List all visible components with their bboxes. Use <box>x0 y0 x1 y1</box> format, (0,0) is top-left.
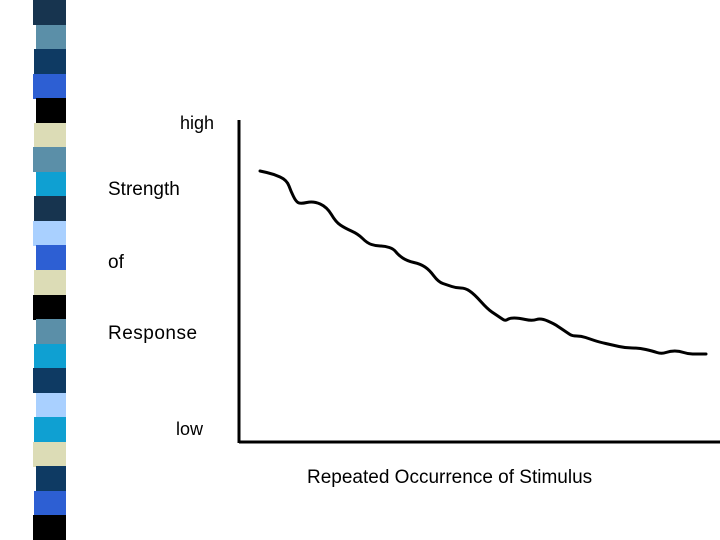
response-strength-line <box>258 169 708 356</box>
y-tick-high: high <box>180 113 215 133</box>
strip-block <box>33 73 66 99</box>
strip-block <box>34 417 66 443</box>
strip-block <box>33 294 66 320</box>
strip-block <box>36 24 66 50</box>
y-tick-low: low <box>176 419 204 439</box>
strip-block <box>33 368 66 394</box>
decorative-side-strip <box>0 0 70 540</box>
strip-block <box>34 49 66 75</box>
strip-block <box>34 490 66 516</box>
strip-block <box>33 220 66 246</box>
strip-block <box>34 196 66 222</box>
strip-block <box>33 441 66 467</box>
strip-block <box>36 392 66 418</box>
strip-block <box>34 270 66 296</box>
y-axis-label-line-2: of <box>108 252 124 273</box>
strip-block <box>36 245 66 271</box>
strip-block <box>36 319 66 345</box>
strip-block <box>34 122 66 148</box>
strip-block <box>33 147 66 173</box>
strip-block <box>33 515 66 540</box>
x-axis-label: Repeated Occurrence of Stimulus <box>307 467 593 488</box>
y-axis-label-line-3: Response <box>108 323 198 344</box>
strip-block <box>34 343 66 369</box>
y-axis-label-line-1: Strength <box>108 179 180 200</box>
strip-block <box>33 0 66 26</box>
strip-block <box>36 466 66 492</box>
strip-block <box>36 171 66 197</box>
strip-block <box>36 98 66 124</box>
